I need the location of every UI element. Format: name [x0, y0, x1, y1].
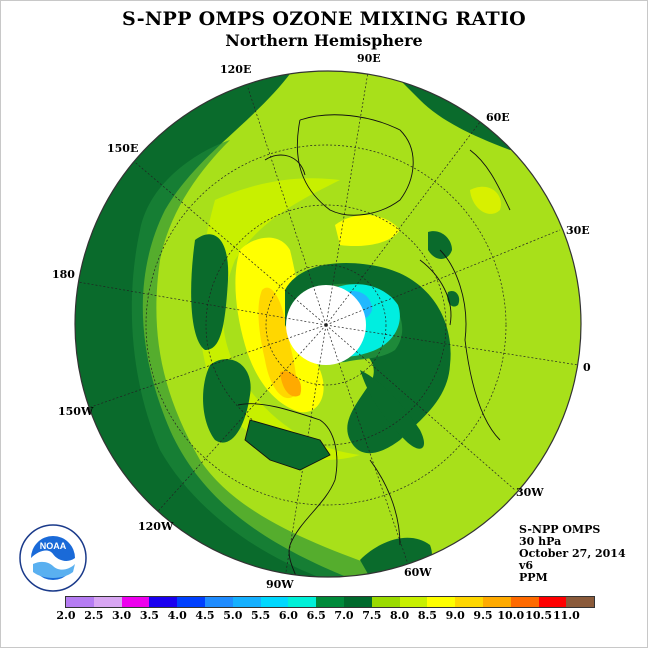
colorbar-tick-label: 5.5 [251, 609, 271, 622]
colorbar-segment [232, 597, 261, 607]
colorbar-segment [371, 597, 400, 607]
colorbar-segment [316, 597, 344, 607]
colorbar-segment [538, 597, 567, 607]
colorbar-segment [510, 597, 539, 607]
colorbar-tick-label: 9.5 [473, 609, 493, 622]
colorbar-tick-label: 6.0 [278, 609, 298, 622]
lon-label-60e: 60E [486, 111, 510, 124]
colorbar [65, 596, 596, 608]
colorbar-segment [260, 597, 289, 607]
colorbar-tick-label: 10.5 [525, 609, 552, 622]
colorbar-segment [455, 597, 483, 607]
colorbar-tick-label: 8.5 [417, 609, 437, 622]
colorbar-tick-label: 4.5 [195, 609, 215, 622]
info-panel: S-NPP OMPS 30 hPa October 27, 2014 v6 PP… [519, 524, 626, 584]
colorbar-segment [399, 597, 428, 607]
colorbar-tick-label: 6.5 [306, 609, 326, 622]
page-subtitle: Northern Hemisphere [225, 31, 423, 50]
info-pressure: 30 hPa [519, 535, 562, 548]
colorbar-tick-label: 3.0 [112, 609, 132, 622]
lon-label-30w: 30W [516, 486, 544, 499]
colorbar-tick-label: 7.5 [362, 609, 382, 622]
info-date: October 27, 2014 [519, 547, 626, 560]
noaa-logo: NOAA [19, 524, 87, 592]
info-instrument: S-NPP OMPS [519, 523, 601, 536]
colorbar-tick-label: 4.0 [167, 609, 187, 622]
colorbar-segment [288, 597, 317, 607]
colorbar-segment [177, 597, 205, 607]
lon-label-90e: 90E [357, 52, 381, 65]
colorbar-tick-label: 9.0 [445, 609, 465, 622]
page-title: S-NPP OMPS OZONE MIXING RATIO [121, 8, 527, 30]
colorbar-tick-label: 7.0 [334, 609, 354, 622]
colorbar-tick-label: 10.0 [497, 609, 525, 622]
lon-label-30e: 30E [566, 224, 590, 237]
lon-label-0: 0 [583, 361, 591, 374]
info-version: v6 [519, 559, 534, 572]
info-units: PPM [519, 571, 548, 584]
lon-label-180: 180 [52, 268, 75, 281]
colorbar-segment [149, 597, 178, 607]
colorbar-segment [121, 597, 150, 607]
colorbar-tick-label: 2.0 [56, 609, 76, 622]
colorbar-tick-label: 5.0 [223, 609, 243, 622]
colorbar-segment [566, 597, 595, 607]
lon-label-120e: 120E [220, 63, 252, 76]
colorbar-segment [93, 597, 122, 607]
lon-label-120w: 120W [138, 520, 174, 533]
colorbar-tick-label: 8.0 [390, 609, 410, 622]
colorbar-segment [482, 597, 511, 607]
logo-wordmark: NOAA [40, 541, 67, 551]
colorbar-tick-label: 11.0 [552, 609, 580, 622]
map-boundary [74, 70, 582, 578]
colorbar-segment [343, 597, 372, 607]
lon-label-150w: 150W [58, 405, 94, 418]
colorbar-tick-label: 3.5 [139, 609, 159, 622]
lon-label-60w: 60W [404, 566, 432, 579]
colorbar-segment [427, 597, 456, 607]
colorbar-segment [66, 597, 94, 607]
lon-label-150e: 150E [107, 142, 139, 155]
colorbar-segment [204, 597, 233, 607]
colorbar-tick-label: 2.5 [84, 609, 104, 622]
lon-label-90w: 90W [266, 578, 294, 591]
